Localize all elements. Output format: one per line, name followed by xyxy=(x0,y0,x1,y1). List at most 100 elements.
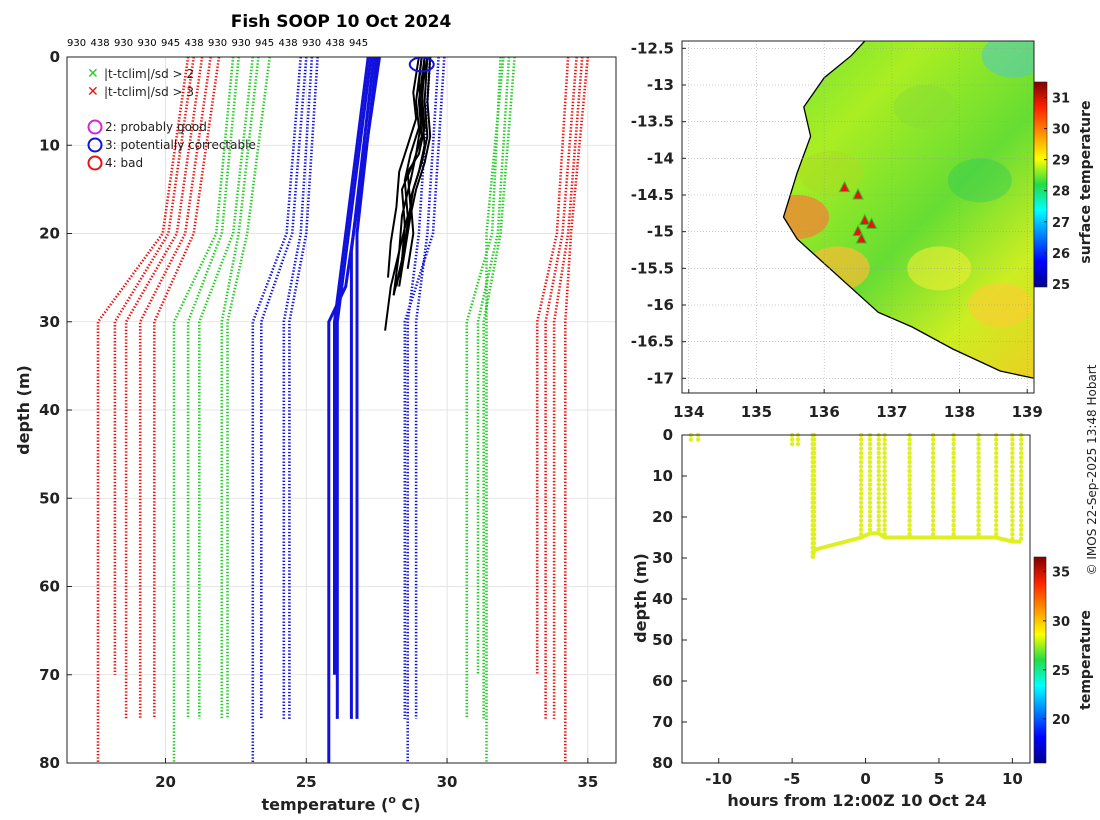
data-point xyxy=(1018,527,1024,532)
data-point xyxy=(951,482,956,487)
climatology-line-red xyxy=(535,57,570,675)
data-point xyxy=(930,441,936,447)
data-point xyxy=(882,477,887,483)
y-tick-label: 0 xyxy=(663,426,673,444)
y-tick-label: -16.5 xyxy=(631,333,674,351)
data-point xyxy=(882,486,887,492)
data-point xyxy=(858,459,864,465)
data-point xyxy=(876,486,881,492)
data-point xyxy=(930,513,936,519)
profile-legend: ✕ |t-tclim|/sd > 2 ✕ |t-tclim|/sd > 3 2:… xyxy=(87,66,256,171)
data-point xyxy=(876,450,881,456)
y-tick-label: -16 xyxy=(647,296,674,314)
sst-patch xyxy=(947,158,1012,203)
data-point xyxy=(930,450,936,456)
data-point xyxy=(1018,513,1024,519)
cast-column xyxy=(811,432,817,550)
fish-band-line xyxy=(333,57,370,675)
data-point xyxy=(882,468,887,474)
top-label: 438 xyxy=(91,38,110,49)
data-point xyxy=(882,473,887,478)
data-point xyxy=(882,518,887,523)
data-point xyxy=(876,504,881,510)
coastline xyxy=(782,41,1034,379)
data-point xyxy=(976,532,981,537)
y-tick-label: 70 xyxy=(39,666,60,684)
data-point xyxy=(858,491,864,496)
cast-column xyxy=(1018,432,1024,541)
legend-label: |t-tclim|/sd > 2 xyxy=(104,67,194,81)
data-point xyxy=(1010,446,1015,451)
sample-point xyxy=(865,217,878,229)
x-tick-label: 5 xyxy=(934,770,944,788)
data-point xyxy=(876,437,881,442)
data-point xyxy=(930,504,936,510)
data-point xyxy=(930,532,936,537)
depth-time-y-ticks: 0 10 20 30 40 50 60 70 80 xyxy=(652,426,687,772)
data-point xyxy=(930,518,936,523)
cast-column xyxy=(688,432,694,442)
data-point xyxy=(1010,523,1015,528)
cast-column xyxy=(951,432,956,537)
cast-column xyxy=(994,432,999,537)
data-point xyxy=(876,509,881,514)
data-point xyxy=(976,459,981,465)
data-point xyxy=(1010,459,1015,465)
data-point xyxy=(858,477,864,483)
data-point xyxy=(1010,491,1015,496)
data-point xyxy=(1010,513,1015,519)
data-point xyxy=(930,491,936,496)
data-point xyxy=(976,441,981,447)
data-point xyxy=(994,495,999,501)
data-point xyxy=(811,536,817,541)
data-point xyxy=(858,455,864,460)
data-point xyxy=(976,523,981,528)
data-point xyxy=(976,491,981,496)
data-point xyxy=(811,455,817,460)
data-point xyxy=(867,477,873,483)
x-tick-label: 135 xyxy=(741,403,772,421)
map-x-ticks: 134 135 136 137 138 139 xyxy=(673,389,1043,421)
data-point xyxy=(994,523,999,528)
y-tick-label: 20 xyxy=(39,225,60,243)
x-tick-label: 0 xyxy=(860,770,870,788)
climatology-line-blue xyxy=(251,57,302,763)
data-point xyxy=(882,504,887,510)
data-point xyxy=(951,500,956,505)
data-point xyxy=(907,446,912,451)
data-point xyxy=(907,500,912,505)
data-point xyxy=(867,509,873,514)
data-point xyxy=(907,473,912,478)
data-point xyxy=(994,464,999,469)
data-point xyxy=(1010,495,1015,501)
data-point xyxy=(951,446,956,451)
legend-item-bad: 4: bad xyxy=(87,155,143,171)
sst-patches xyxy=(765,41,1034,327)
data-point xyxy=(976,450,981,456)
data-point xyxy=(930,509,936,514)
sst-colorbar-label: surface temperature xyxy=(1078,100,1094,263)
data-point xyxy=(1018,459,1024,465)
data-point xyxy=(876,459,881,465)
climatology-line-green xyxy=(186,57,240,719)
data-point xyxy=(907,523,912,528)
data-point xyxy=(811,504,817,510)
data-point xyxy=(858,482,864,487)
data-point xyxy=(882,455,887,460)
observed-profile-line xyxy=(395,57,429,287)
data-point xyxy=(867,486,873,492)
data-point xyxy=(976,473,981,478)
data-point xyxy=(976,527,981,532)
top-label: 438 xyxy=(279,38,298,49)
data-point xyxy=(994,504,999,510)
sst-map-panel: 134 135 136 137 138 139 -12.5 -13 -13.5 -14 -14.5… xyxy=(631,39,1094,421)
data-point xyxy=(994,527,999,532)
data-point xyxy=(976,504,981,510)
data-point xyxy=(976,455,981,460)
data-point xyxy=(876,518,881,523)
data-point xyxy=(951,518,956,523)
data-point xyxy=(951,523,956,528)
data-point xyxy=(867,441,873,447)
climatology-line-red xyxy=(138,57,212,719)
credit-text: © IMOS 22-Sep-2025 13:48 Hobart xyxy=(1085,364,1099,575)
